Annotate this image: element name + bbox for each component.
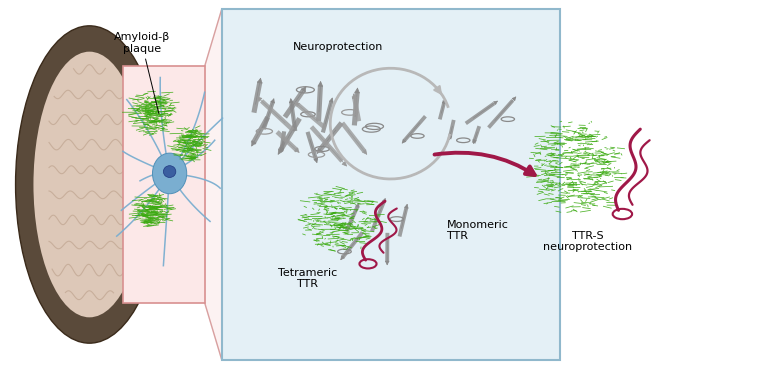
Text: Neuroprotection: Neuroprotection	[293, 42, 384, 52]
Text: Amyloid-β
plaque: Amyloid-β plaque	[114, 32, 170, 114]
Ellipse shape	[33, 52, 145, 317]
Bar	[123, 66, 205, 303]
Polygon shape	[205, 9, 222, 360]
Ellipse shape	[163, 166, 176, 177]
Text: TTR-S
neuroprotection: TTR-S neuroprotection	[543, 231, 632, 252]
Bar	[222, 9, 560, 360]
Text: Tetrameric
TTR: Tetrameric TTR	[278, 268, 337, 289]
Ellipse shape	[152, 153, 187, 194]
Ellipse shape	[16, 26, 163, 343]
Text: Monomeric
TTR: Monomeric TTR	[447, 220, 510, 241]
